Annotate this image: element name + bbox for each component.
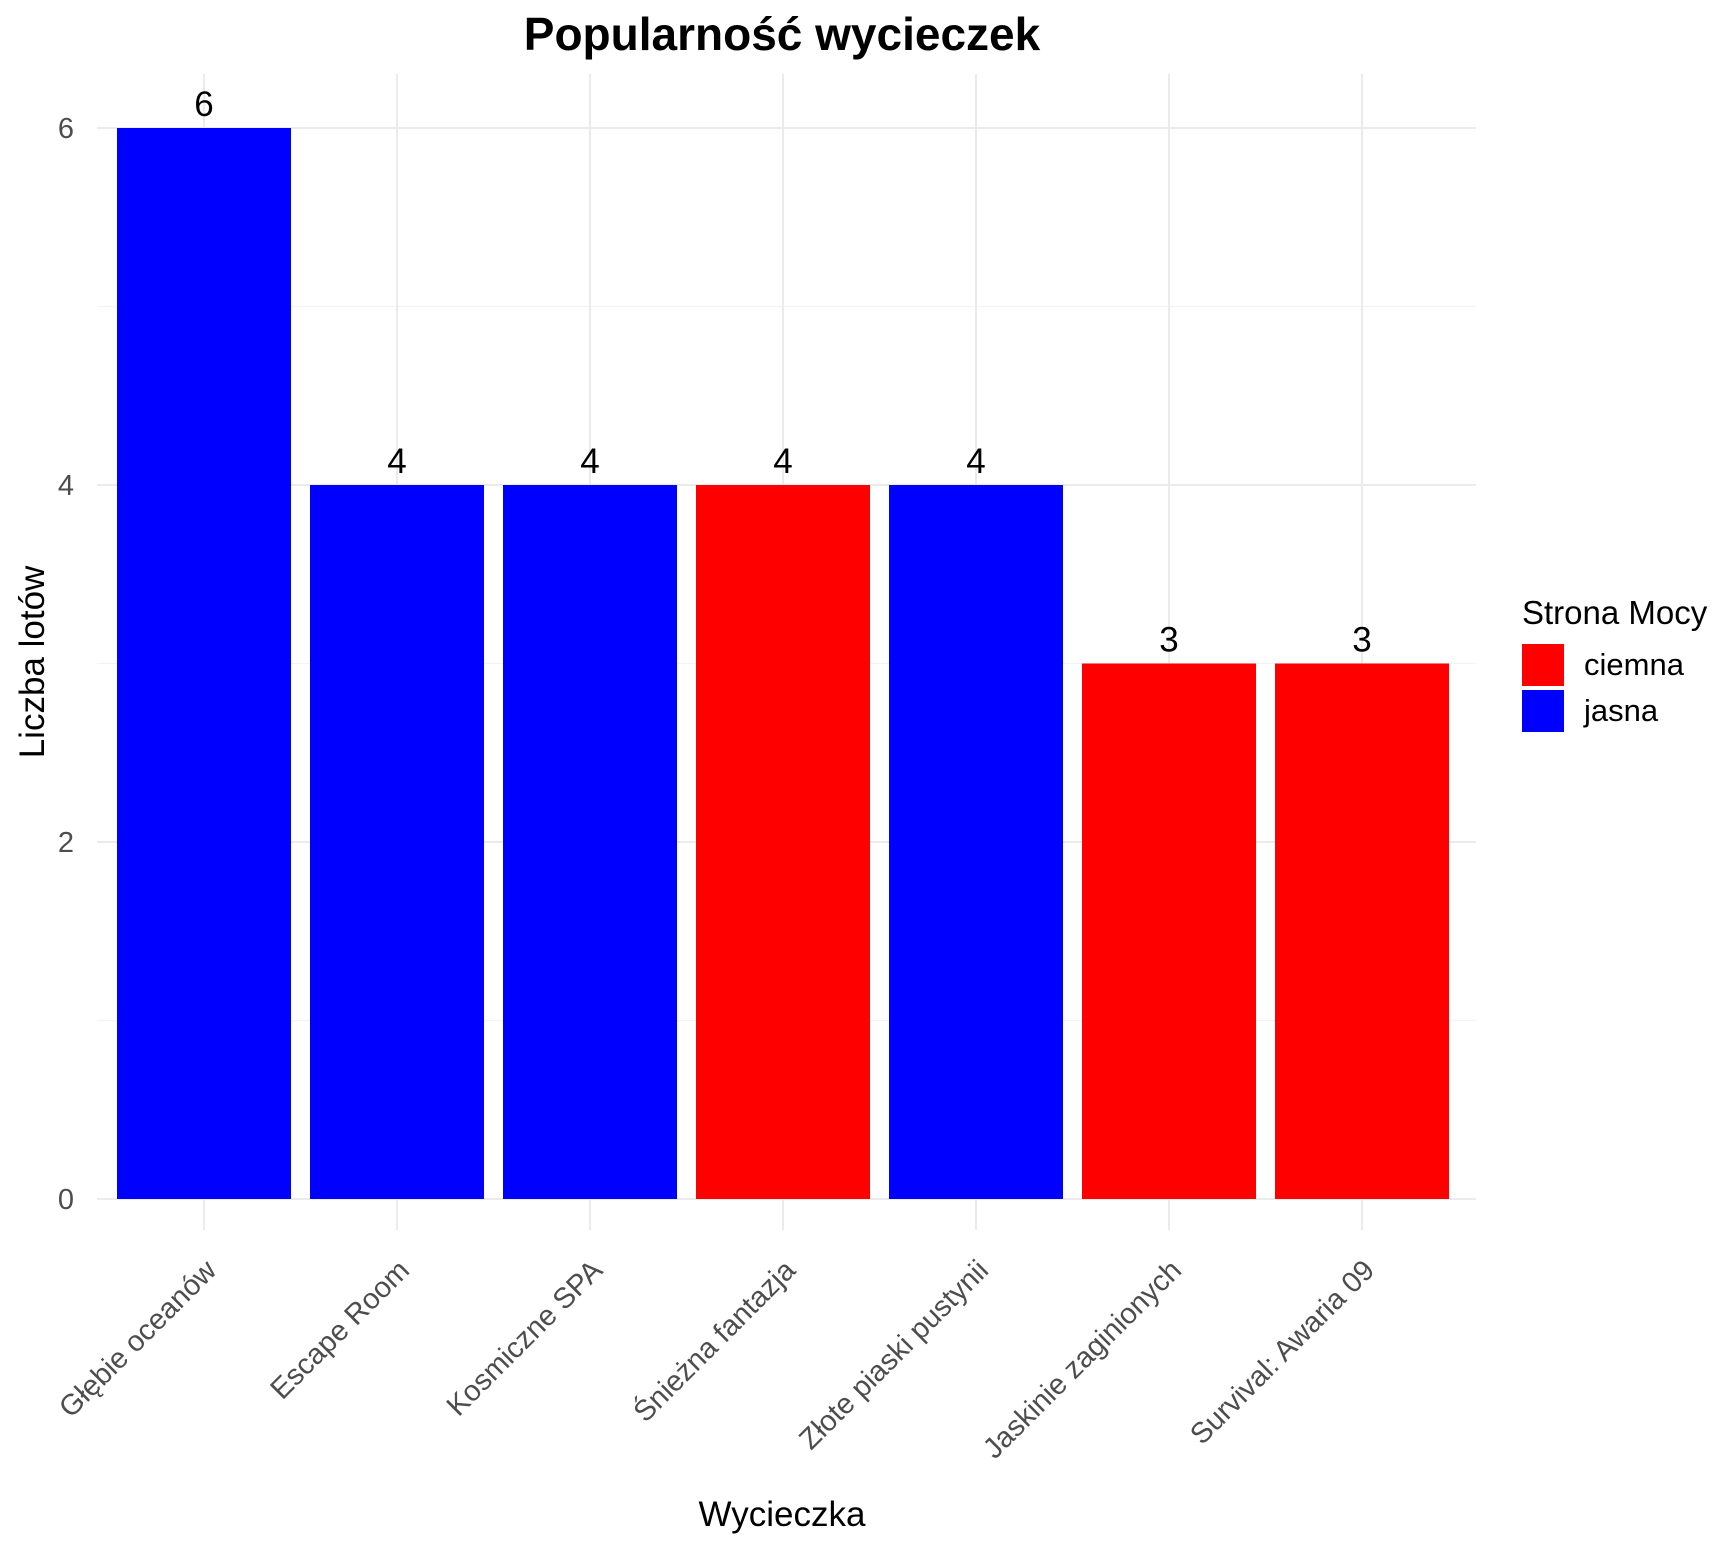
legend-label: ciemna [1584,647,1685,682]
data-label: 3 [1159,621,1178,660]
bar [117,128,291,1199]
x-tick-label: Jaskinie zaginionych [977,1254,1188,1465]
legend: Strona Mocy ciemna jasna [1522,594,1708,732]
bar [696,485,870,1199]
y-tick-label: 0 [58,1184,74,1216]
data-labels: 6 4 4 4 4 3 3 [194,85,1371,660]
y-tick-label: 2 [58,827,74,859]
x-tick-label: Głębie oceanów [53,1254,223,1424]
y-axis-ticks: 0 2 4 6 [58,113,74,1216]
data-label: 4 [580,442,599,481]
y-tick-label: 6 [58,113,74,145]
data-label: 4 [773,442,792,481]
x-tick-label: Kosmiczne SPA [441,1254,610,1423]
bar [503,485,677,1199]
legend-swatch [1522,644,1564,686]
data-label: 4 [966,442,985,481]
bars [117,128,1449,1199]
legend-swatch [1522,690,1564,732]
bar [1275,663,1449,1199]
x-tick-label: Złote piaski pustynii [793,1254,995,1456]
legend-title: Strona Mocy [1522,594,1708,631]
x-tick-label: Escape Room [265,1254,416,1405]
x-axis-ticks: Głębie oceanów Escape Room Kosmiczne SPA Śn… [53,1252,1381,1465]
y-axis-title: Liczba lotów [13,565,52,758]
chart-title: Popularność wycieczek [524,8,1041,60]
bar [310,485,484,1199]
x-tick-label: Survival: Awaria 09 [1184,1254,1381,1451]
bar [889,485,1063,1199]
data-label: 4 [387,442,406,481]
bar [1082,663,1256,1199]
x-axis-title: Wycieczka [699,1495,866,1534]
data-label: 3 [1352,621,1371,660]
y-tick-label: 4 [58,470,74,502]
data-label: 6 [194,85,213,124]
legend-label: jasna [1583,693,1659,728]
x-tick-label: Śnieżna fantazja [626,1252,802,1428]
